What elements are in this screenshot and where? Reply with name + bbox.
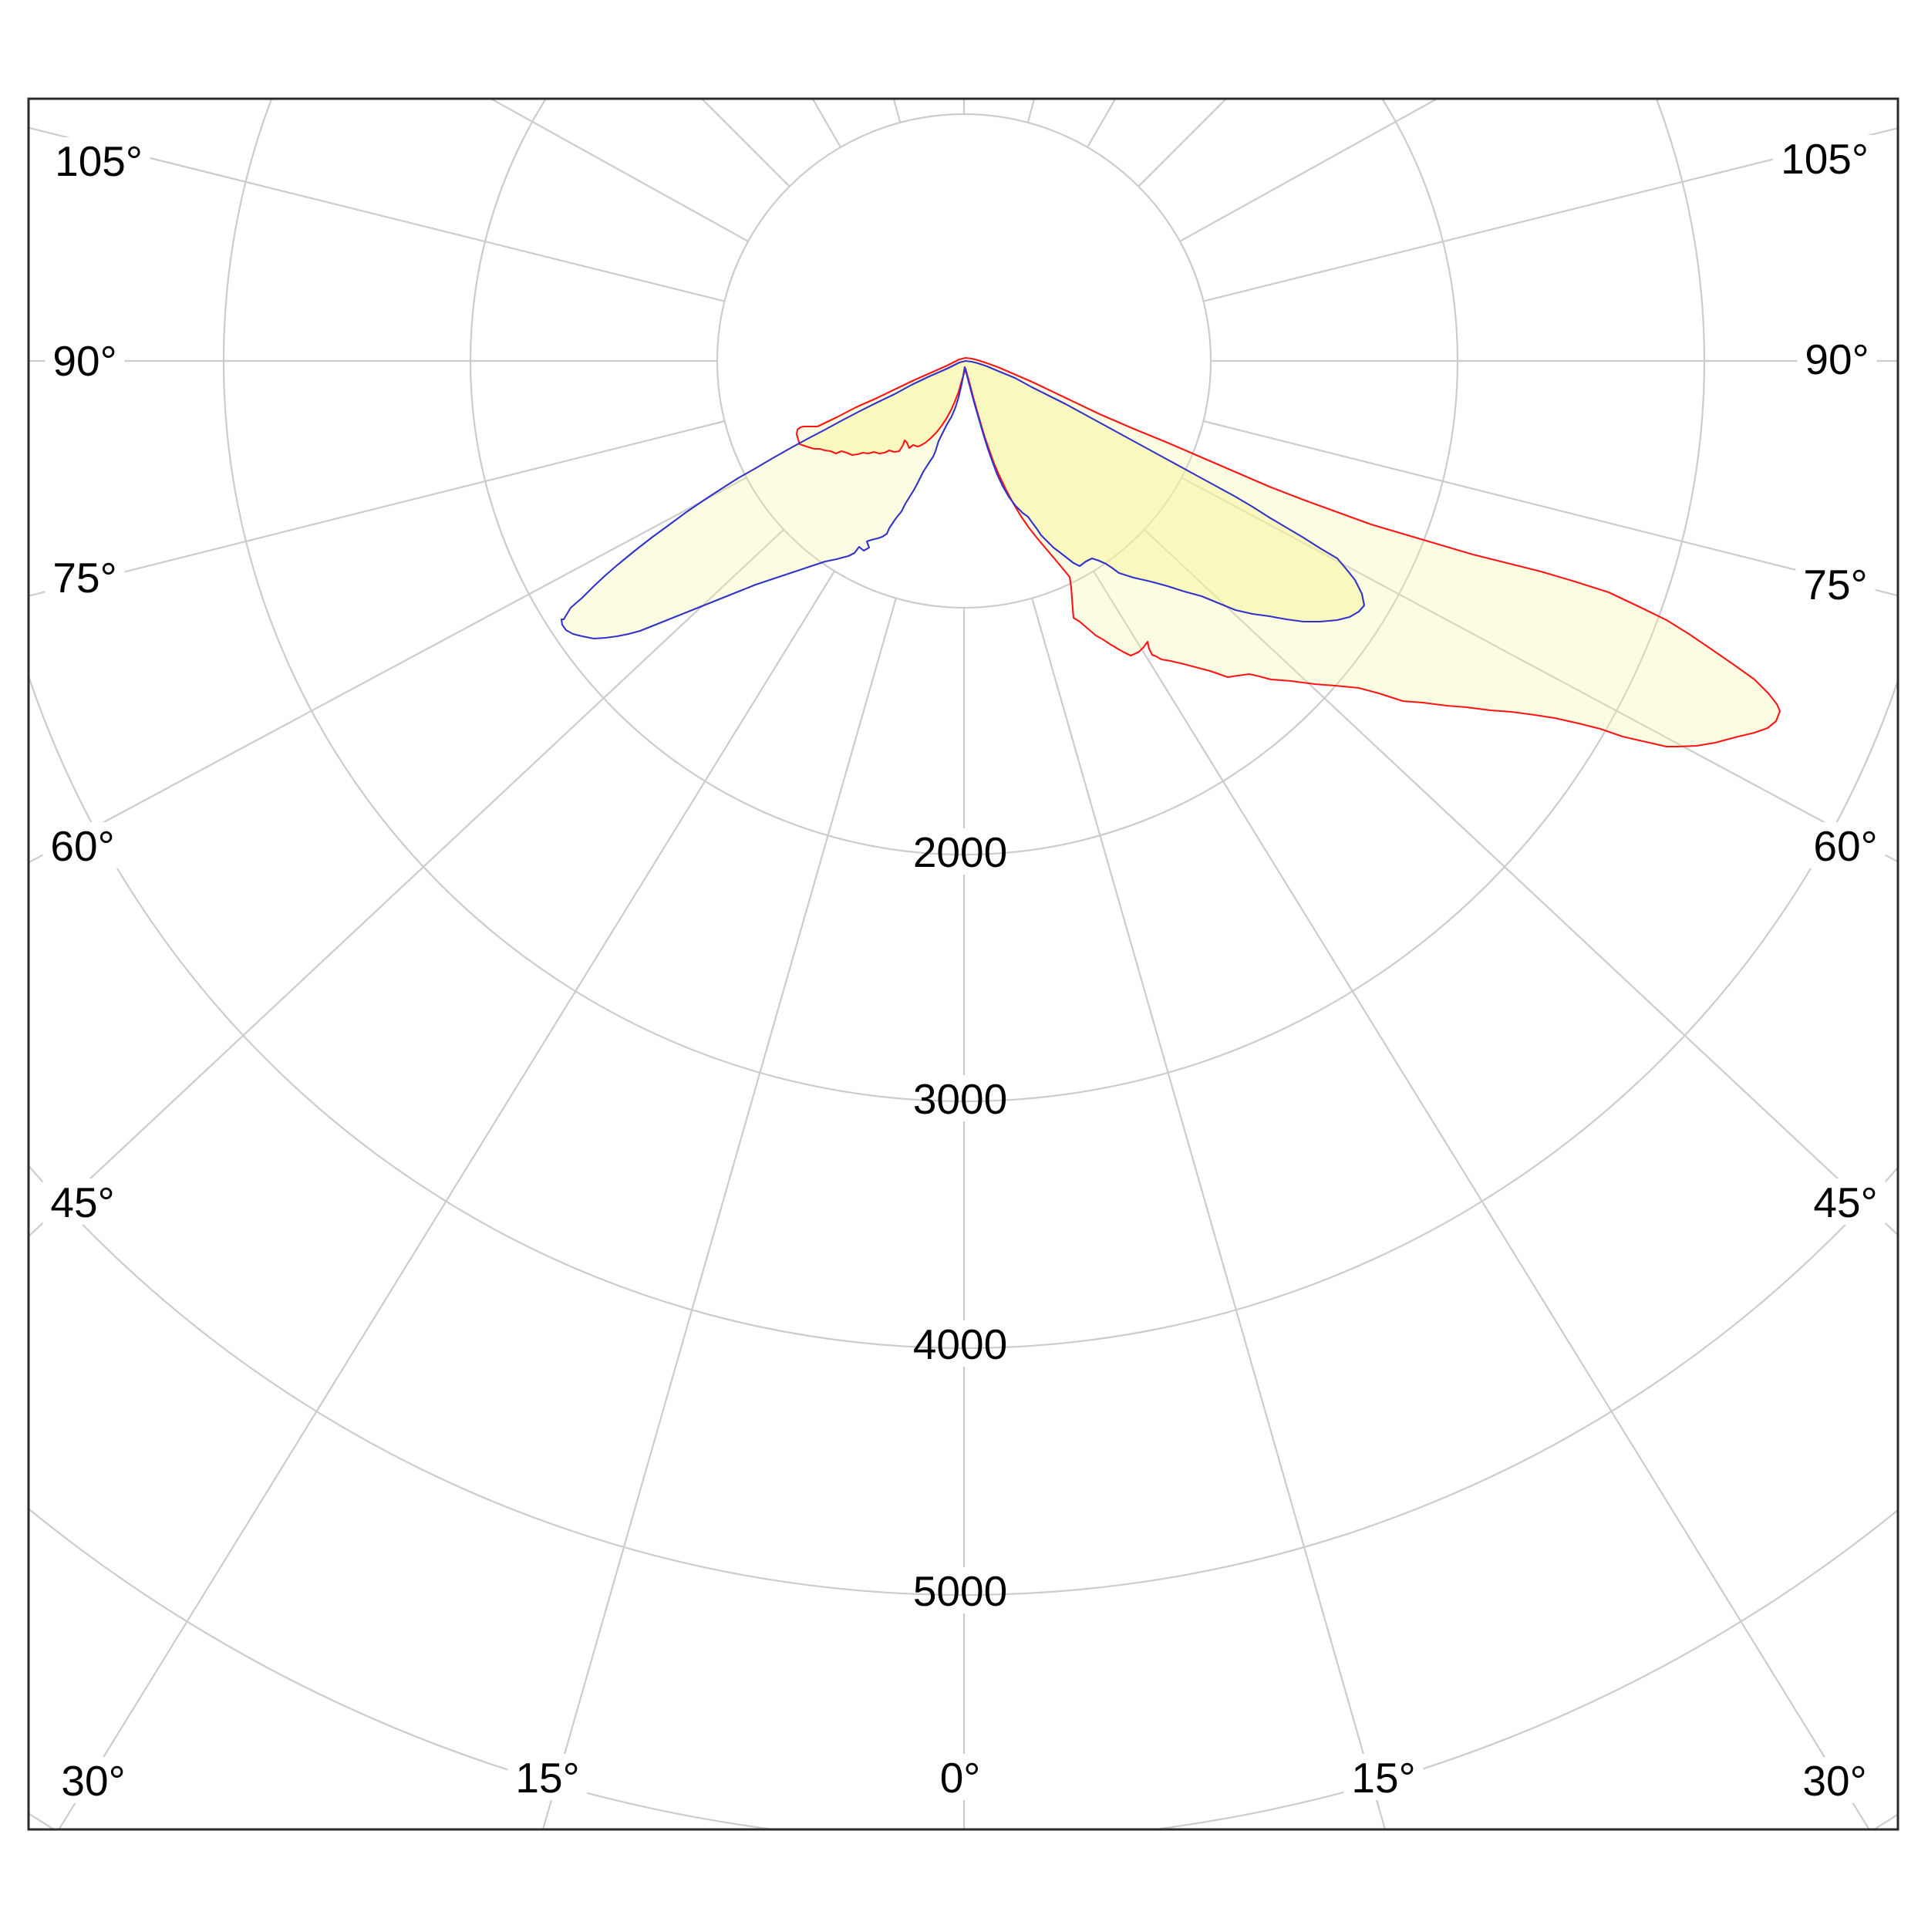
svg-text:90°: 90°: [1805, 335, 1869, 383]
svg-text:90°: 90°: [52, 337, 116, 385]
svg-text:15°: 15°: [1351, 1754, 1415, 1802]
svg-text:5000: 5000: [913, 1567, 1007, 1615]
svg-text:45°: 45°: [1813, 1178, 1877, 1226]
svg-text:15°: 15°: [515, 1754, 579, 1802]
svg-text:60°: 60°: [1813, 822, 1877, 870]
svg-text:75°: 75°: [52, 554, 116, 602]
svg-text:3000: 3000: [913, 1075, 1007, 1123]
svg-text:30°: 30°: [61, 1757, 125, 1805]
svg-text:45°: 45°: [50, 1178, 114, 1226]
svg-text:2000: 2000: [913, 828, 1007, 876]
svg-text:60°: 60°: [50, 822, 114, 870]
svg-text:105°: 105°: [1781, 135, 1869, 183]
svg-text:30°: 30°: [1802, 1757, 1866, 1805]
svg-text:105°: 105°: [55, 137, 143, 185]
svg-text:4000: 4000: [913, 1320, 1007, 1368]
svg-text:75°: 75°: [1803, 561, 1867, 609]
svg-text:0°: 0°: [940, 1754, 981, 1802]
